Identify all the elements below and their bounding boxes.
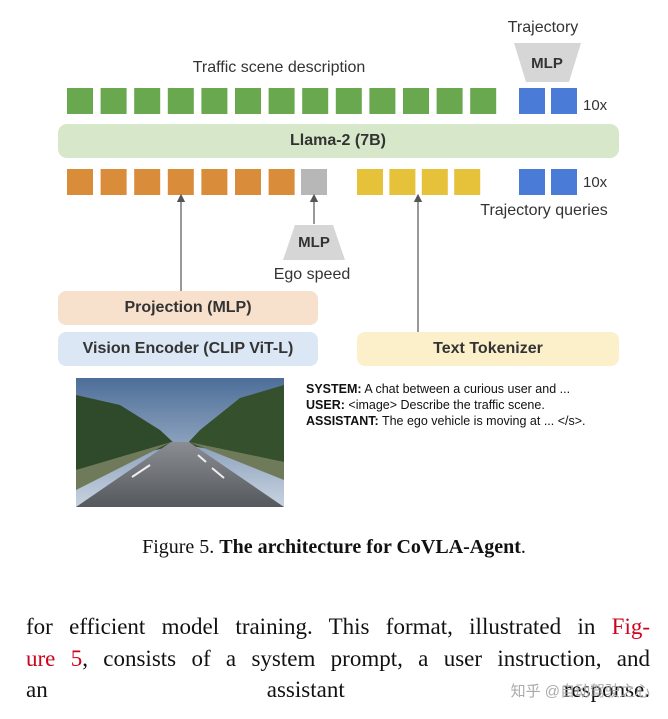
token [301, 169, 327, 195]
token [235, 169, 261, 195]
llm-block [58, 124, 619, 158]
prompt-text: <image> Describe the traffic scene. [348, 398, 545, 412]
description-label: Traffic scene description [193, 59, 366, 76]
token [134, 88, 161, 114]
link[interactable]: Fig- [611, 614, 650, 639]
caption-end: . [520, 536, 526, 558]
token [201, 88, 228, 114]
token [167, 169, 194, 195]
text: for efficient model training. This forma… [26, 614, 596, 639]
text: , consists of a system prompt, a user in… [82, 645, 651, 671]
token [302, 88, 329, 114]
token [421, 169, 448, 195]
repeat-label: 10x [583, 174, 608, 191]
tokenizer-label: Text Tokenizer [433, 340, 543, 357]
token [551, 88, 577, 114]
prompt-role: ASSISTANT: [306, 414, 379, 428]
mlp-label: MLP [531, 55, 563, 72]
token [235, 88, 261, 114]
caption-label: Figure 5. [142, 536, 215, 558]
token [357, 169, 383, 195]
text: an assistant response. [26, 677, 650, 702]
prompt-role: SYSTEM: [306, 382, 362, 396]
token [519, 169, 545, 195]
token [335, 88, 362, 114]
prompt-role: USER: [306, 398, 345, 412]
prompt-line: USER: <image> Describe the traffic scene… [306, 398, 545, 412]
caption-title: The architecture for CoVLA-Agent [219, 536, 521, 558]
token [470, 88, 497, 114]
queries-label: Trajectory queries [480, 202, 607, 219]
mlp-label: MLP [298, 234, 330, 251]
token [167, 88, 194, 114]
token [268, 169, 295, 195]
repeat-label: 10x [583, 97, 608, 114]
token [519, 88, 545, 114]
diagram: Trajectory MLP Traffic scene description… [58, 19, 619, 507]
token [436, 88, 463, 114]
token [403, 88, 429, 114]
tokenizer-block [357, 332, 619, 366]
encoder-block [58, 332, 318, 366]
caption: Figure 5. The architecture for CoVLA-Age… [0, 536, 668, 559]
projection-label: Projection (MLP) [124, 299, 251, 316]
link[interactable]: ure 5 [26, 645, 83, 671]
token [67, 169, 93, 195]
watermark: 知乎 @自动驾驶之心 [510, 683, 650, 700]
token [389, 169, 416, 195]
prompt-line: ASSISTANT: The ego vehicle is moving at … [306, 414, 586, 428]
output-tokens [67, 88, 577, 114]
token [369, 88, 396, 114]
token [100, 88, 127, 114]
text-line: an assistant response. [26, 677, 650, 703]
llm-label: Llama-2 (7B) [290, 132, 386, 149]
token [551, 169, 577, 195]
scene-image [76, 378, 284, 507]
prompt-text: A chat between a curious user and ... [364, 382, 571, 396]
projection-block [58, 291, 318, 325]
encoder-label: Vision Encoder (CLIP ViT-L) [83, 340, 294, 357]
mlp-block [283, 225, 345, 260]
prompt-text: The ego vehicle is moving at ... </s>. [381, 414, 586, 428]
text-line: for efficient model training. This forma… [26, 614, 650, 640]
token [100, 169, 127, 195]
token [201, 169, 228, 195]
token [134, 169, 161, 195]
input-tokens [67, 169, 577, 195]
text-line: ure 5, consists of a system prompt, a us… [26, 646, 650, 672]
mlp-block [514, 43, 581, 82]
token [454, 169, 481, 195]
token [67, 88, 93, 114]
ego-label: Ego speed [274, 266, 351, 283]
token [268, 88, 295, 114]
prompt-line: SYSTEM: A chat between a curious user an… [306, 382, 570, 396]
output-label: Trajectory [508, 19, 579, 36]
